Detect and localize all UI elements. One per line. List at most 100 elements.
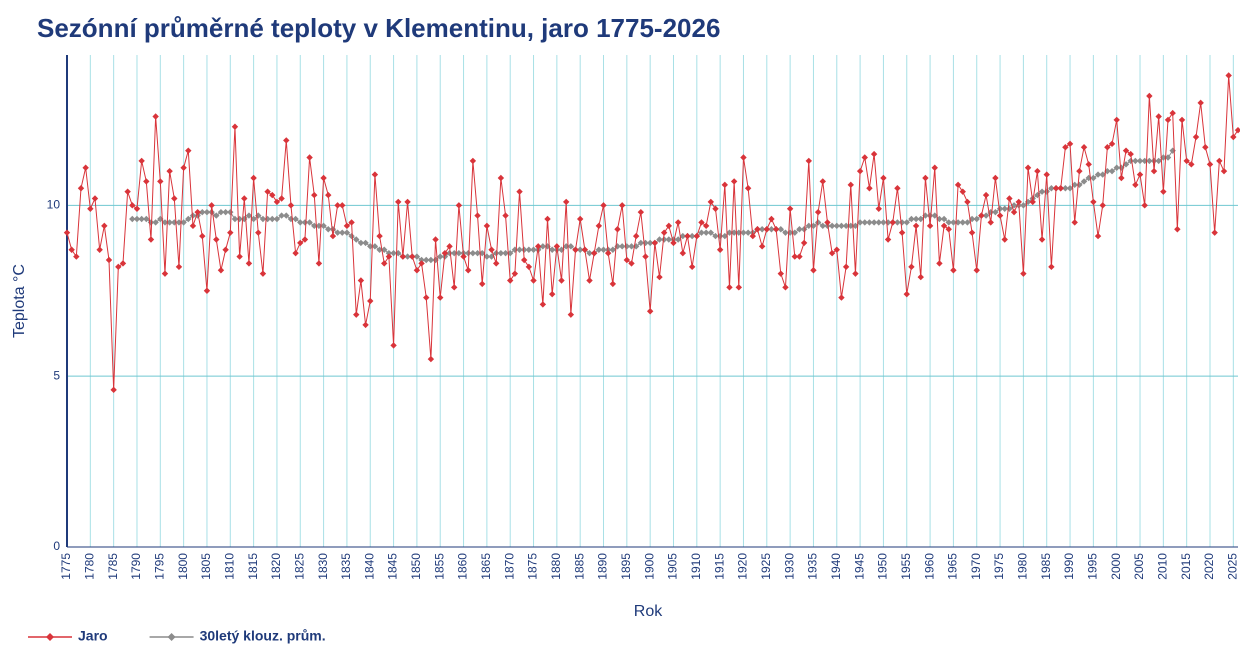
data-point — [637, 208, 645, 216]
data-point — [283, 137, 290, 144]
data-point — [1076, 181, 1083, 189]
data-point — [385, 249, 393, 257]
data-point — [702, 222, 710, 230]
x-tick-label: 1825 — [292, 553, 306, 580]
data-point — [754, 226, 761, 233]
x-tick-label: 1780 — [82, 553, 96, 580]
data-point — [1220, 167, 1228, 175]
data-point — [1122, 147, 1130, 154]
data-point — [646, 308, 654, 315]
data-point — [558, 277, 565, 284]
data-point — [707, 198, 715, 206]
data-point — [819, 222, 826, 230]
data-point — [418, 256, 425, 264]
data-point — [828, 222, 836, 230]
data-point — [819, 178, 826, 185]
data-point — [320, 222, 327, 230]
data-point — [301, 219, 309, 226]
data-point — [698, 219, 705, 226]
data-point — [1234, 126, 1240, 134]
data-point — [469, 157, 477, 165]
data-point — [390, 342, 397, 349]
data-point — [385, 253, 393, 260]
data-point — [786, 205, 794, 212]
data-point — [1160, 154, 1167, 161]
data-point — [273, 198, 281, 206]
data-point — [1090, 174, 1097, 182]
data-point — [483, 253, 491, 260]
data-point — [614, 243, 621, 250]
data-point — [63, 229, 71, 236]
data-point — [674, 236, 682, 243]
data-point — [1155, 113, 1162, 120]
legend-label: Jaro — [78, 628, 108, 644]
data-point — [1192, 133, 1200, 141]
data-point — [381, 260, 388, 267]
data-point — [1183, 157, 1190, 165]
data-point — [343, 222, 351, 230]
data-point — [889, 219, 896, 226]
data-point — [1127, 150, 1134, 158]
data-point — [390, 249, 397, 257]
data-point — [432, 236, 439, 243]
data-point — [861, 219, 868, 226]
x-tick-label: 2015 — [1179, 553, 1193, 580]
data-point — [758, 243, 766, 250]
data-point — [367, 297, 374, 305]
data-point — [264, 188, 271, 195]
data-point — [1108, 167, 1116, 175]
data-point — [604, 249, 612, 257]
data-point — [474, 212, 481, 219]
data-point — [203, 208, 211, 216]
data-point — [194, 212, 201, 219]
x-tick-label: 1870 — [502, 553, 516, 580]
data-point — [1099, 202, 1106, 209]
data-point — [325, 191, 332, 199]
data-point — [171, 195, 178, 202]
data-point — [409, 253, 416, 260]
data-point — [241, 215, 248, 223]
data-point — [749, 232, 757, 240]
data-point — [548, 290, 556, 298]
data-point — [451, 284, 458, 291]
data-point — [1113, 116, 1120, 124]
data-point — [259, 270, 267, 277]
data-point — [758, 226, 766, 233]
x-tick-label: 1850 — [409, 553, 423, 580]
data-point — [1038, 188, 1046, 195]
data-point — [642, 239, 649, 247]
x-tick-label: 1975 — [992, 553, 1006, 580]
data-point — [796, 253, 803, 260]
data-point — [912, 215, 920, 223]
data-point — [618, 243, 626, 250]
data-point — [455, 249, 463, 257]
data-point — [1118, 164, 1125, 171]
data-point — [782, 229, 789, 236]
data-point — [730, 178, 738, 185]
data-point — [530, 246, 537, 253]
x-tick-label: 1855 — [432, 553, 446, 580]
data-point — [744, 229, 752, 236]
data-point — [670, 239, 677, 247]
data-point — [138, 215, 145, 223]
data-point — [623, 243, 631, 250]
data-point — [101, 222, 108, 230]
data-point — [231, 215, 239, 223]
data-point — [236, 253, 243, 260]
data-point — [898, 229, 906, 236]
x-tick-label: 1960 — [922, 553, 936, 580]
x-tick-label: 1815 — [246, 553, 260, 580]
x-tick-label: 2005 — [1132, 553, 1146, 580]
data-point — [1024, 198, 1032, 206]
data-point — [1188, 161, 1195, 168]
x-tick-label: 1940 — [829, 553, 843, 580]
data-point — [730, 229, 738, 236]
data-point — [1090, 198, 1097, 206]
data-point — [353, 236, 360, 243]
data-point — [115, 263, 122, 271]
data-point — [735, 284, 743, 291]
data-point — [1230, 133, 1237, 141]
data-point — [922, 174, 929, 182]
data-point — [651, 239, 659, 247]
data-point — [283, 212, 290, 219]
